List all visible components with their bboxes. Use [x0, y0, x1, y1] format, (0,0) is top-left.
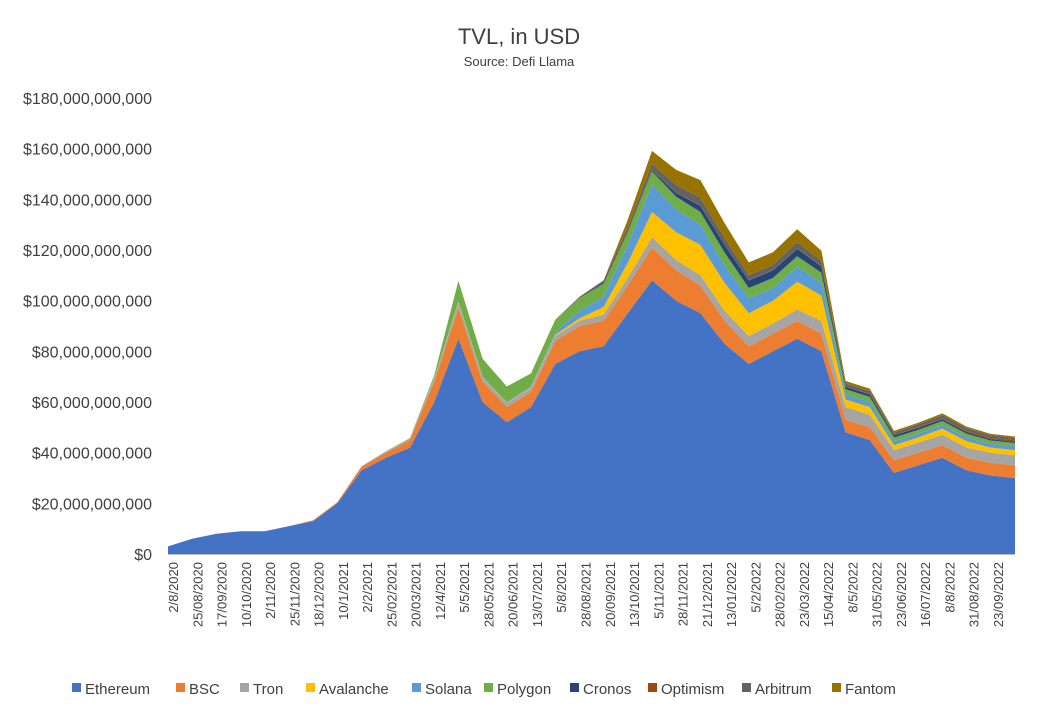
series-area-polygon: [168, 171, 1015, 547]
legend-item-polygon: Polygon: [484, 681, 551, 698]
legend-label: Avalanche: [319, 681, 389, 698]
legend: Ethereum BSC Tron Avalanche Solana Polygon Cro…: [72, 681, 896, 698]
legend-swatch: [176, 683, 185, 692]
legend-label: Cronos: [583, 681, 631, 698]
x-tick-label: 13/10/2021: [627, 562, 642, 627]
x-tick-label: 18/12/2020: [312, 562, 327, 627]
series-area-ethereum: [168, 280, 1015, 554]
legend-item-cronos: Cronos: [570, 681, 631, 698]
x-tick-label: 12/4/2021: [433, 562, 448, 620]
legend-label: Solana: [425, 681, 472, 698]
area-layer: [168, 150, 1015, 554]
series-area-avalanche: [168, 212, 1015, 547]
legend-item-bsc: BSC: [176, 681, 220, 698]
x-tick-label: 25/11/2020: [287, 562, 302, 626]
y-tick-label: $100,000,000,000: [23, 294, 152, 311]
chart-title: TVL, in USD: [458, 24, 580, 49]
legend-label: Tron: [253, 681, 283, 698]
legend-item-ethereum: Ethereum: [72, 681, 150, 698]
x-tick-label: 13/01/2022: [724, 562, 739, 627]
x-tick-label: 2/8/2020: [166, 562, 181, 613]
legend-swatch: [240, 683, 249, 692]
x-tick-label: 23/09/2022: [991, 562, 1006, 627]
x-tick-label: 21/12/2021: [700, 562, 715, 627]
legend-label: Polygon: [497, 681, 551, 698]
y-tick-label: $40,000,000,000: [32, 446, 152, 463]
legend-swatch: [648, 683, 657, 692]
legend-swatch: [72, 683, 81, 692]
legend-swatch: [832, 683, 841, 692]
x-tick-label: 20/09/2021: [603, 562, 618, 627]
x-tick-label: 20/03/2021: [409, 562, 424, 627]
x-tick-label: 5/2/2022: [748, 562, 763, 613]
x-tick-label: 2/2/2021: [360, 562, 375, 613]
x-tick-label: 13/07/2021: [530, 562, 545, 627]
x-tick-labels: 2/8/2020 25/08/2020 17/09/2020 10/10/2020 2/…: [166, 562, 1006, 627]
y-tick-label: $140,000,000,000: [23, 192, 152, 209]
legend-item-fantom: Fantom: [832, 681, 896, 698]
legend-label: Ethereum: [85, 681, 150, 698]
x-tick-label: 10/1/2021: [336, 562, 351, 620]
x-tick-label: 28/11/2021: [676, 562, 691, 626]
x-tick-label: 8/5/2022: [845, 562, 860, 613]
x-tick-label: 28/02/2022: [773, 562, 788, 627]
series-area-solana: [168, 184, 1015, 547]
x-tick-label: 15/04/2022: [821, 562, 836, 627]
y-tick-label: $180,000,000,000: [23, 91, 152, 108]
y-tick-label: $120,000,000,000: [23, 243, 152, 260]
x-tick-label: 5/8/2021: [554, 562, 569, 613]
y-tick-label: $160,000,000,000: [23, 142, 152, 159]
x-tick-label: 25/02/2021: [384, 562, 399, 627]
y-tick-label: $20,000,000,000: [32, 496, 152, 513]
legend-label: Fantom: [845, 681, 896, 698]
x-tick-label: 17/09/2020: [215, 562, 230, 627]
legend-label: Optimism: [661, 681, 724, 698]
legend-swatch: [412, 683, 421, 692]
chart-subtitle: Source: Defi Llama: [464, 54, 575, 69]
x-tick-label: 23/06/2022: [894, 562, 909, 627]
legend-swatch: [742, 683, 751, 692]
x-tick-label: 16/07/2022: [918, 562, 933, 627]
x-tick-label: 20/06/2021: [506, 562, 521, 627]
x-tick-label: 28/08/2021: [579, 562, 594, 627]
x-tick-label: 5/11/2021: [651, 562, 666, 619]
legend-label: BSC: [189, 681, 220, 698]
legend-swatch: [570, 683, 579, 692]
x-tick-label: 2/11/2020: [263, 562, 278, 619]
x-tick-label: 5/5/2021: [457, 562, 472, 613]
x-tick-label: 23/03/2022: [797, 562, 812, 627]
legend-item-solana: Solana: [412, 681, 472, 698]
y-tick-label: $60,000,000,000: [32, 395, 152, 412]
x-tick-label: 28/05/2021: [481, 562, 496, 627]
x-tick-label: 10/10/2020: [239, 562, 254, 627]
x-tick-label: 31/08/2022: [967, 562, 982, 627]
legend-item-avalanche: Avalanche: [306, 681, 389, 698]
x-tick-label: 8/8/2022: [943, 562, 958, 613]
series-area-tron: [168, 237, 1015, 547]
x-tick-label: 31/05/2022: [870, 562, 885, 627]
legend-item-arbitrum: Arbitrum: [742, 681, 812, 698]
legend-item-optimism: Optimism: [648, 681, 724, 698]
legend-item-tron: Tron: [240, 681, 283, 698]
legend-swatch: [484, 683, 493, 692]
legend-swatch: [306, 683, 315, 692]
y-tick-labels: $0 $20,000,000,000 $40,000,000,000 $60,000,…: [23, 91, 152, 564]
y-tick-label: $0: [134, 547, 152, 564]
x-tick-label: 25/08/2020: [190, 562, 205, 627]
y-tick-label: $80,000,000,000: [32, 344, 152, 361]
legend-label: Arbitrum: [755, 681, 812, 698]
